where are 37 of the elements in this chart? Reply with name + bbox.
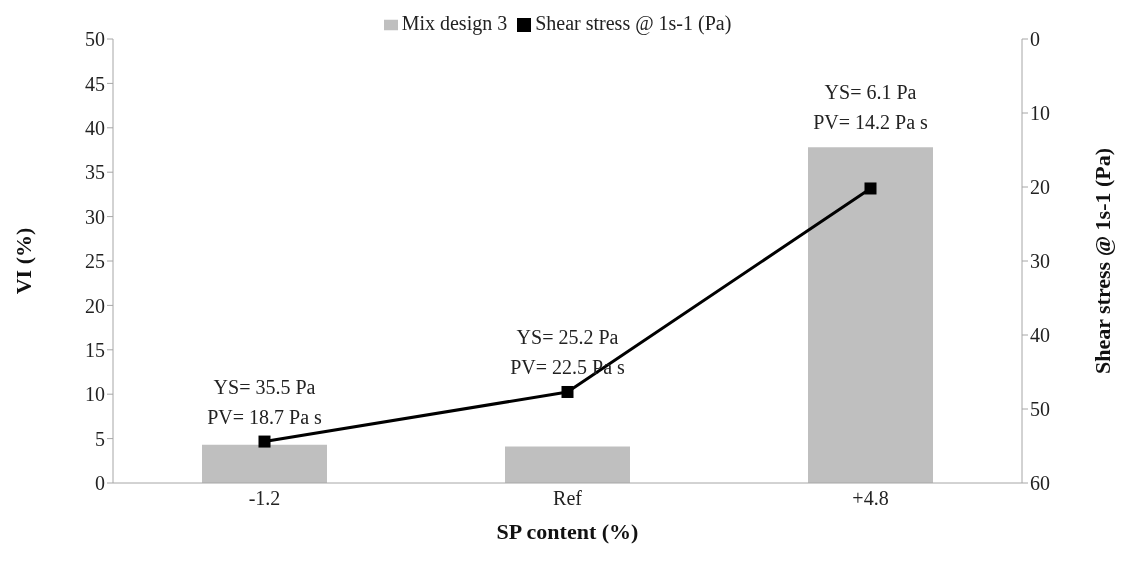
point [258, 435, 271, 448]
bar [202, 444, 327, 483]
y-tick-label: 25 [85, 250, 105, 273]
y-tick-label: 50 [85, 28, 105, 51]
y2-tick-label: 10 [1030, 102, 1050, 125]
y2-tick-label: 40 [1030, 324, 1050, 347]
y-tick-label: 40 [85, 116, 105, 139]
y-tick-label: 20 [85, 294, 105, 317]
legend-label: Shear stress @ 1s-1 (Pa) [535, 12, 732, 34]
annotation: YS= 35.5 Pa [213, 375, 316, 398]
bar [808, 147, 933, 483]
annotation: PV= 14.2 Pa s [813, 111, 929, 134]
bar [505, 446, 630, 483]
y-tick-label: 45 [85, 72, 105, 95]
y2-tick-label: 50 [1030, 398, 1050, 421]
annotation: YS= 25.2 Pa [516, 325, 619, 348]
x-tick-label: -1.2 [248, 487, 281, 510]
y2-tick-label: 30 [1030, 250, 1050, 273]
y-tick-label: 15 [85, 338, 105, 361]
y2-tick-label: 60 [1030, 472, 1050, 495]
point [561, 385, 574, 398]
y-tick-label: 35 [85, 161, 105, 184]
annotation: YS= 6.1 Pa [824, 81, 917, 104]
x-tick-label: Ref [553, 487, 583, 510]
y-tick-label: 0 [95, 472, 105, 495]
x-axis-title: SP content (%) [496, 519, 639, 544]
y-tick-label: 10 [85, 383, 105, 406]
y2-axis-title: Shear stress @ 1s-1 (Pa) [1089, 147, 1115, 375]
y-axis-title: VI (%) [10, 227, 36, 295]
y-tick-label: 5 [95, 427, 105, 450]
annotation: PV= 18.7 Pa s [207, 405, 323, 428]
y-tick-label: 30 [85, 205, 105, 228]
y2-tick-label: 20 [1030, 176, 1050, 199]
point [864, 182, 877, 195]
legend-label: Mix design 3 [401, 12, 508, 34]
y2-tick-label: 0 [1030, 28, 1040, 51]
x-tick-label: +4.8 [852, 487, 889, 510]
